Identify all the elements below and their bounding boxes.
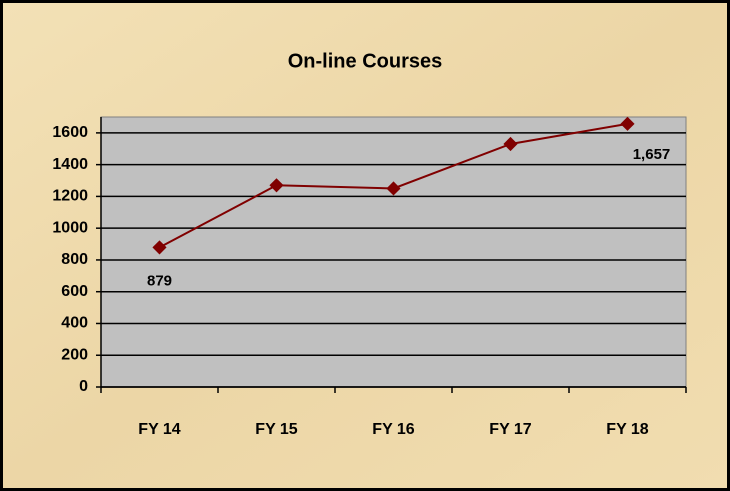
data-label: 879	[147, 272, 172, 289]
marker	[503, 136, 518, 152]
x-tick-label: FY 15	[255, 421, 298, 438]
marker	[269, 178, 284, 193]
marker	[152, 240, 167, 255]
x-tick-label: FY 16	[372, 421, 415, 438]
plot-area	[100, 116, 687, 388]
data-label: 1,657	[633, 146, 671, 163]
x-tick-label: FY 14	[138, 421, 181, 438]
y-tick-label: 1000	[52, 219, 88, 236]
x-tick-label: FY 17	[489, 421, 532, 438]
y-tick-label: 1600	[52, 124, 88, 141]
marker	[620, 116, 635, 131]
y-tick-label: 400	[61, 315, 88, 332]
y-tick-label: 200	[61, 346, 88, 363]
marker	[386, 181, 401, 196]
y-tick-label: 600	[61, 283, 88, 300]
y-tick-label: 1400	[52, 156, 88, 173]
x-tick-label: FY 18	[606, 421, 649, 438]
chart-title: On-line Courses	[288, 50, 442, 72]
y-tick-label: 0	[79, 378, 88, 395]
y-tick-label: 1200	[52, 188, 88, 205]
y-tick-label: 800	[61, 251, 88, 268]
